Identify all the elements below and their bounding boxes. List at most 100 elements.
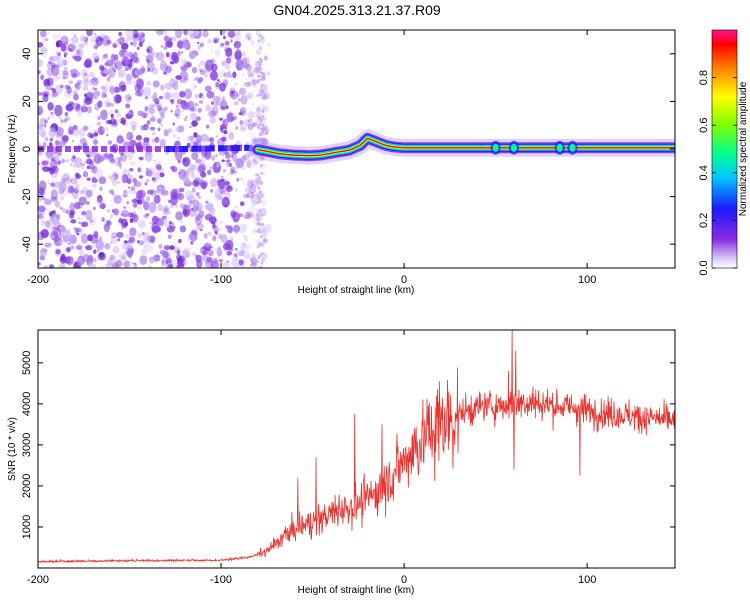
spectrogram-noise <box>38 30 272 268</box>
noise-blob <box>225 47 233 57</box>
noise-blob <box>81 210 87 216</box>
noise-blob <box>161 258 165 264</box>
noise-blob <box>174 108 181 117</box>
noise-blob <box>133 51 138 58</box>
noise-blob <box>200 155 206 163</box>
noise-blob <box>88 88 93 93</box>
noise-blob <box>261 96 265 100</box>
noise-blob <box>38 123 44 130</box>
noise-blob <box>246 152 251 157</box>
noise-blob <box>117 160 122 167</box>
noise-blob <box>109 158 116 164</box>
noise-blob <box>183 30 188 36</box>
noise-blob <box>232 114 236 117</box>
noise-blob <box>60 134 64 139</box>
noise-blob <box>39 212 42 216</box>
noise-blob <box>103 223 111 233</box>
noise-blob <box>131 125 137 131</box>
noise-blob <box>66 105 70 109</box>
noise-blob <box>166 39 173 48</box>
noise-blob <box>123 190 127 194</box>
noise-blob <box>63 229 68 234</box>
noise-blob <box>38 142 41 146</box>
noise-blob <box>244 251 250 258</box>
noise-blob <box>159 249 166 255</box>
noise-blob <box>179 225 187 233</box>
noise-blob <box>90 234 99 244</box>
noise-blob <box>116 231 124 238</box>
noise-blob <box>206 91 215 99</box>
noise-blob <box>199 70 206 75</box>
noise-blob <box>218 80 221 83</box>
noise-blob <box>49 137 53 142</box>
noise-blob <box>207 110 216 118</box>
noise-blob <box>82 125 89 131</box>
noise-blob <box>72 155 76 160</box>
noise-blob <box>59 195 64 201</box>
noise-blob <box>47 102 54 111</box>
noise-blob <box>214 193 222 202</box>
noise-blob <box>125 122 129 127</box>
noise-blob <box>88 217 97 226</box>
noise-blob <box>55 84 63 94</box>
figure-title: GN04.2025.313.21.37.R09 <box>273 2 441 18</box>
noise-blob <box>244 238 248 242</box>
noise-blob <box>205 124 210 129</box>
noise-blob <box>57 32 63 40</box>
noise-blob <box>83 173 86 177</box>
noise-blob <box>255 89 259 92</box>
noise-blob <box>131 80 138 86</box>
noise-blob <box>259 46 263 50</box>
spectrogram-x-tick-label: 100 <box>578 274 596 286</box>
noise-blob <box>163 91 170 100</box>
noise-blob <box>40 47 48 54</box>
noise-blob <box>96 249 100 252</box>
noise-blob <box>49 142 53 146</box>
noise-blob <box>233 224 240 233</box>
ridge-blob <box>569 143 576 152</box>
noise-blob <box>256 245 260 249</box>
noise-blob <box>65 104 74 113</box>
snr-y-tick-label: 1000 <box>21 515 33 539</box>
noise-blob <box>48 32 51 35</box>
noise-blob <box>151 104 155 107</box>
noise-blob <box>122 193 128 198</box>
noise-blob <box>80 68 89 77</box>
noise-blob <box>173 52 177 56</box>
noise-blob <box>93 44 99 50</box>
noise-blob <box>104 219 112 229</box>
noise-blob <box>262 213 266 217</box>
noise-blob <box>146 81 152 86</box>
noise-blob <box>84 95 90 102</box>
noise-blob <box>197 142 202 147</box>
noise-blob <box>258 70 262 74</box>
noise-blob <box>235 126 238 130</box>
noise-blob <box>225 243 232 251</box>
noise-blob <box>152 254 161 262</box>
noise-blob <box>124 233 128 238</box>
noise-blob <box>229 90 239 100</box>
noise-blob <box>214 221 218 225</box>
noise-blob <box>245 64 253 72</box>
noise-blob <box>213 39 218 44</box>
noise-blob <box>260 182 264 185</box>
noise-blob <box>117 156 122 162</box>
noise-blob <box>156 253 160 258</box>
noise-blob <box>119 41 122 45</box>
noise-blob <box>260 91 263 95</box>
noise-blob <box>64 51 68 56</box>
noise-blob <box>221 175 224 179</box>
noise-blob <box>136 205 143 211</box>
noise-blob <box>256 173 260 177</box>
noise-blob <box>136 167 141 173</box>
noise-blob <box>60 206 64 210</box>
noise-blob <box>197 165 205 174</box>
noise-blob <box>186 167 192 173</box>
noise-blob <box>146 189 154 195</box>
noise-blob <box>76 232 80 236</box>
noise-blob <box>109 254 116 260</box>
noise-blob <box>243 193 250 199</box>
noise-blob <box>260 139 264 142</box>
noise-blob <box>81 166 84 170</box>
noise-blob <box>105 263 114 268</box>
